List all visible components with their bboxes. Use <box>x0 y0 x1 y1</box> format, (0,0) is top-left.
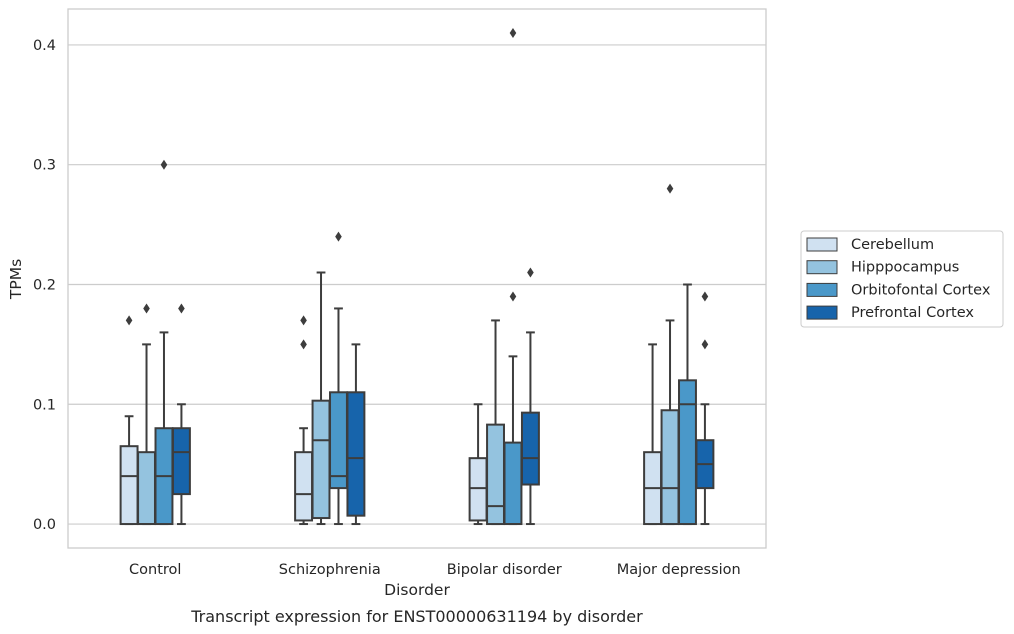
box-orbitofontal-cortex <box>329 231 348 526</box>
y-tick-label: 0.0 <box>33 517 56 533</box>
outlier-point <box>160 159 168 170</box>
box-body <box>468 457 488 522</box>
x-axis-label: Disorder <box>384 581 450 599</box>
legend-label: Orbitofontal Cortex <box>851 282 991 298</box>
y-tick-labels: 0.0 0.1 0.2 0.3 0.4 <box>33 38 56 533</box>
outlier-point <box>701 339 709 350</box>
legend-frame <box>800 230 1004 328</box>
box-body <box>503 441 523 526</box>
x-tick-labels: Control Schizophrenia Bipolar disorder Majo… <box>129 562 741 578</box>
legend-label: Hipppocampus <box>851 260 959 276</box>
chart-caption: Transcript expression for ENST0000063119… <box>190 607 643 626</box>
box-hipppocampus <box>660 183 680 526</box>
box-orbitofontal-cortex <box>503 27 523 526</box>
legend-item: Cerebellum <box>806 237 934 253</box>
outlier-point <box>509 27 517 38</box>
box-body <box>137 451 156 526</box>
legend-swatch <box>806 237 838 252</box>
outlier-point <box>509 291 517 302</box>
box-cerebellum <box>643 343 663 526</box>
box-prefrontal-cortex <box>346 343 366 526</box>
box-body <box>486 423 505 526</box>
box-hipppocampus <box>311 271 331 526</box>
x-tick-label: Control <box>129 562 181 578</box>
box-body <box>660 409 680 526</box>
box-body <box>520 411 540 486</box>
legend-item: Hipppocampus <box>806 260 959 276</box>
y-axis-label: TPMs <box>7 259 25 300</box>
box-cerebellum <box>468 403 488 526</box>
outlier-point <box>178 303 185 314</box>
y-tick-label: 0.4 <box>33 38 56 54</box>
x-tick-label: Bipolar disorder <box>447 562 562 578</box>
outlier-point <box>125 315 133 326</box>
box-body <box>329 391 348 490</box>
box-hipppocampus <box>486 319 505 526</box>
legend-swatch <box>806 305 838 320</box>
legend-label: Cerebellum <box>851 237 934 253</box>
box-orbitofontal-cortex <box>154 159 174 526</box>
outlier-point <box>527 267 534 278</box>
box-orbitofontal-cortex <box>678 283 697 526</box>
box-prefrontal-cortex <box>171 303 191 526</box>
x-tick-label: Major depression <box>617 562 741 578</box>
legend-swatch <box>806 260 838 275</box>
outlier-point <box>701 291 709 302</box>
outlier-point <box>666 183 674 194</box>
box-cerebellum <box>294 315 314 526</box>
box-body <box>311 399 331 520</box>
legend-item: Prefrontal Cortex <box>806 305 974 321</box>
legend-swatch <box>806 282 838 297</box>
boxes-layer <box>119 27 715 526</box>
box-prefrontal-cortex <box>520 267 540 526</box>
box-body <box>119 445 139 526</box>
outlier-point <box>143 303 150 314</box>
legend-label: Prefrontal Cortex <box>851 305 974 321</box>
legend: Cerebellum Hipppocampus Orbitofontal Corte… <box>800 230 1004 328</box>
box-body <box>346 391 366 517</box>
plot-frame <box>67 8 767 549</box>
box-body <box>171 427 191 496</box>
box-body <box>294 451 314 522</box>
outlier-point <box>300 339 307 350</box>
y-tick-label: 0.2 <box>33 277 56 293</box>
box-prefrontal-cortex <box>695 291 715 526</box>
x-tick-label: Schizophrenia <box>279 562 381 578</box>
box-hipppocampus <box>137 303 156 526</box>
outlier-point <box>335 231 342 242</box>
y-tick-label: 0.1 <box>33 397 56 413</box>
box-cerebellum <box>119 315 139 526</box>
outlier-point <box>300 315 307 326</box>
box-body <box>678 379 697 526</box>
y-tick-label: 0.3 <box>33 158 56 174</box>
legend-item: Orbitofontal Cortex <box>806 282 991 298</box>
